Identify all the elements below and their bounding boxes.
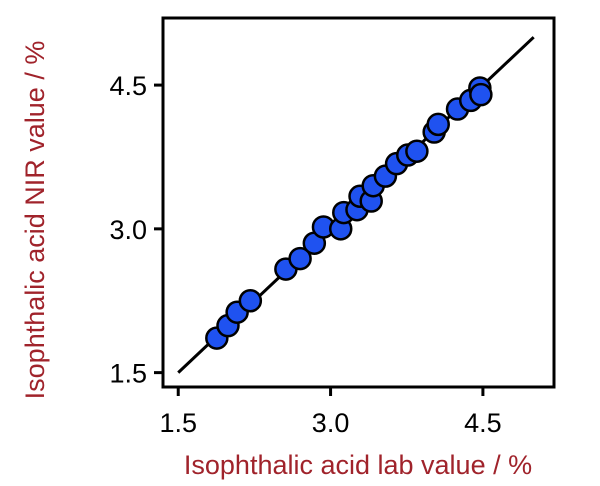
y-axis-title: Isophthalic acid NIR value / % <box>20 41 50 400</box>
y-tick-label: 4.5 <box>109 71 147 101</box>
x-tick-label: 1.5 <box>159 408 197 438</box>
data-point <box>469 82 493 107</box>
data-point <box>238 288 263 313</box>
y-tick-labels: 1.5 3.0 4.5 <box>109 71 147 389</box>
data-point <box>288 246 312 271</box>
x-axis-title: Isophthalic acid lab value / % <box>184 450 532 480</box>
y-tick-label: 3.0 <box>109 215 147 245</box>
data-points <box>205 76 493 350</box>
x-tick-label: 3.0 <box>312 408 350 438</box>
data-point <box>405 139 429 163</box>
x-tick-labels: 1.5 3.0 4.5 <box>159 408 501 438</box>
data-point <box>426 112 450 137</box>
x-tick-label: 4.5 <box>464 408 502 438</box>
axis-ticks <box>154 83 485 396</box>
plot-frame <box>161 16 556 389</box>
y-tick-label: 1.5 <box>109 359 147 389</box>
